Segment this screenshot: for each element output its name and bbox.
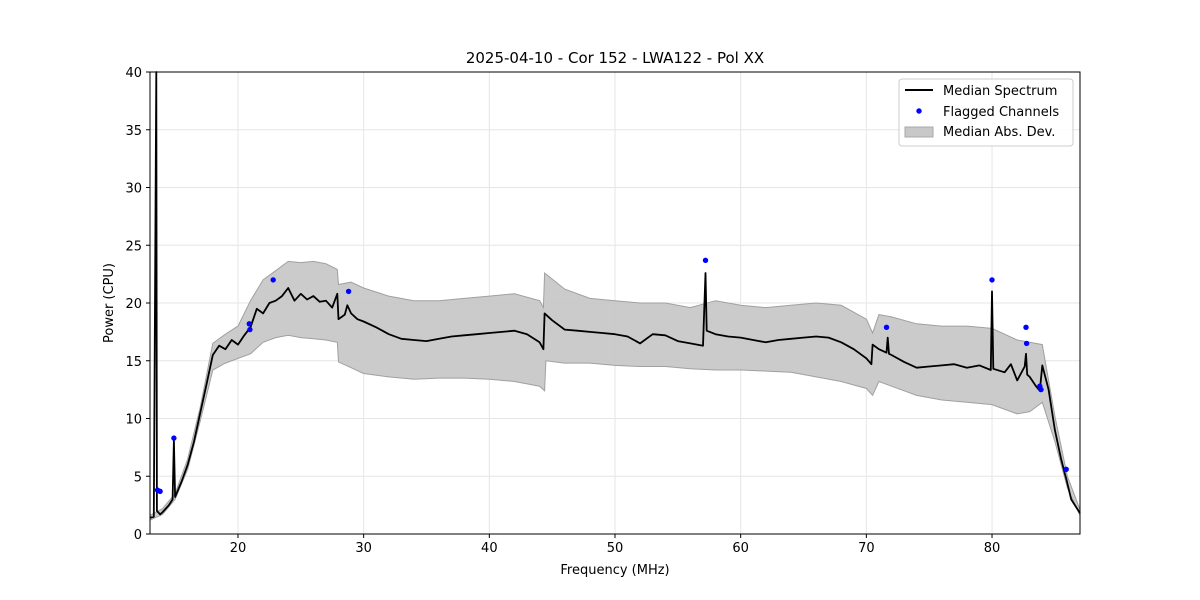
legend-label-median-abs-dev: Median Abs. Dev. bbox=[943, 125, 1055, 140]
flagged-channel-point bbox=[1023, 324, 1029, 330]
flagged-channel-point bbox=[247, 326, 253, 333]
x-tick-label: 30 bbox=[355, 541, 372, 556]
y-tick-label: 35 bbox=[125, 124, 142, 139]
legend: Median Spectrum Flagged Channels Median … bbox=[898, 78, 1074, 147]
median-spectrum-line bbox=[149, 71, 1081, 519]
median-line-layer bbox=[149, 71, 1081, 519]
y-tick-label: 15 bbox=[125, 355, 142, 370]
flagged-channel-point bbox=[1038, 386, 1044, 393]
legend-label-median-spectrum: Median Spectrum bbox=[943, 84, 1057, 99]
x-tick-label: 20 bbox=[230, 541, 247, 556]
legend-box bbox=[898, 78, 1074, 147]
flagged-channel-point bbox=[270, 277, 276, 283]
y-tick-label: 20 bbox=[125, 297, 142, 312]
y-axis-label: Power (CPU) bbox=[102, 263, 117, 343]
x-axis-label: Frequency (MHz) bbox=[560, 563, 669, 578]
flagged-channel-point bbox=[883, 324, 890, 330]
x-tick-label: 60 bbox=[732, 541, 749, 556]
flagged-channel-point bbox=[345, 288, 352, 295]
legend-label-flagged-channels: Flagged Channels bbox=[943, 105, 1059, 120]
flagged-channel-point bbox=[702, 257, 709, 263]
y-tick-label: 25 bbox=[125, 239, 142, 254]
x-tick-label: 70 bbox=[858, 541, 875, 556]
flagged-channel-point bbox=[246, 321, 252, 327]
chart-title: 2025-04-10 - Cor 152 - LWA122 - Pol XX bbox=[466, 49, 764, 67]
flagged-points-layer bbox=[154, 257, 1069, 494]
flagged-channel-point bbox=[989, 277, 995, 283]
flagged-channel-point bbox=[157, 488, 163, 494]
x-tick-label: 80 bbox=[984, 541, 1001, 556]
legend-dot-swatch bbox=[916, 108, 922, 114]
y-tick-label: 40 bbox=[125, 66, 142, 81]
legend-band-swatch bbox=[904, 126, 934, 138]
flagged-channel-point bbox=[1063, 466, 1069, 472]
y-ticks: 0 5 10 15 20 25 30 35 40 bbox=[125, 66, 150, 543]
y-tick-label: 30 bbox=[125, 182, 142, 197]
y-tick-label: 10 bbox=[125, 413, 142, 428]
x-tick-label: 40 bbox=[481, 541, 498, 556]
flagged-channel-point bbox=[1023, 340, 1030, 347]
y-tick-label: 0 bbox=[134, 528, 142, 543]
flagged-channel-point bbox=[171, 435, 177, 441]
x-tick-label: 50 bbox=[607, 541, 624, 556]
x-ticks: 20 30 40 50 60 70 80 bbox=[230, 534, 1001, 556]
y-tick-label: 5 bbox=[134, 470, 142, 485]
